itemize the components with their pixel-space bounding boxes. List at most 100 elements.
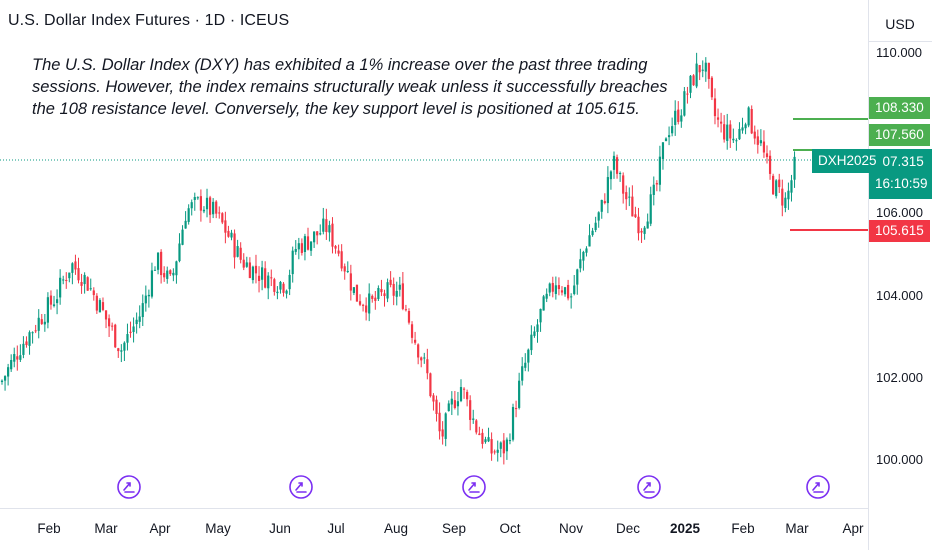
- currency-button[interactable]: USD: [868, 7, 932, 42]
- x-tick-label: Mar: [94, 521, 118, 536]
- candle-body: [184, 220, 187, 229]
- candle-body: [383, 293, 386, 297]
- candle-body: [481, 432, 484, 444]
- resistance-price-tag: 107.560: [869, 124, 930, 146]
- candle-body: [343, 266, 346, 272]
- candle-body: [459, 387, 463, 402]
- candle-body: [285, 290, 288, 294]
- candle-body: [328, 225, 331, 233]
- candle-body: [190, 202, 193, 209]
- candle-body: [322, 218, 325, 232]
- candle-body: [646, 221, 649, 229]
- candle-body: [43, 321, 46, 325]
- candle-body: [34, 330, 37, 332]
- candle-body: [374, 297, 377, 301]
- candle-body: [527, 349, 530, 363]
- candle-body: [521, 366, 524, 381]
- candle-body: [493, 451, 496, 453]
- candle-body: [502, 440, 505, 454]
- candle-body: [417, 344, 420, 358]
- candle-body: [609, 171, 613, 180]
- candle-body: [239, 247, 242, 260]
- candle-body: [334, 246, 337, 249]
- candle-body: [147, 294, 150, 297]
- candle-body: [689, 75, 692, 93]
- candle-body: [92, 290, 95, 296]
- candle-body: [692, 75, 695, 86]
- candle-body: [380, 289, 383, 293]
- candle-body: [441, 429, 444, 437]
- candle-body: [716, 117, 720, 120]
- candle-body: [438, 412, 441, 432]
- candle-body: [257, 275, 261, 282]
- candle-body: [649, 194, 652, 224]
- candle-body: [352, 287, 355, 293]
- candle-body: [466, 391, 469, 400]
- x-tick-label: Jul: [327, 521, 345, 536]
- candle-body: [358, 301, 362, 305]
- candle-body: [7, 367, 10, 377]
- candle-body: [661, 142, 665, 159]
- candle-body: [156, 252, 160, 270]
- candle-body: [89, 288, 92, 290]
- event-marker-glyph: [295, 482, 307, 493]
- candle-body: [129, 331, 132, 333]
- candle-body: [597, 212, 600, 221]
- y-tick-label: 104.000: [876, 288, 923, 303]
- candle-body: [319, 233, 322, 235]
- price-chart[interactable]: [0, 0, 868, 508]
- candle-body: [759, 140, 762, 144]
- candle-body: [472, 418, 475, 420]
- candle-body: [576, 269, 579, 285]
- candle-body: [59, 277, 62, 298]
- chart-area[interactable]: [0, 0, 868, 508]
- candle-body: [683, 91, 686, 116]
- candle-body: [567, 284, 570, 299]
- price-axis[interactable]: [868, 0, 932, 550]
- candle-body: [270, 277, 273, 279]
- candle-body: [273, 279, 276, 292]
- candle-body: [508, 440, 512, 442]
- candle-body: [279, 281, 282, 290]
- candle-body: [414, 339, 417, 343]
- candle-body: [49, 295, 53, 305]
- candle-body: [637, 216, 640, 234]
- candle-body: [674, 110, 677, 125]
- candle-body: [340, 251, 343, 269]
- candle-body: [720, 121, 723, 124]
- candle-body: [19, 355, 22, 360]
- x-tick-label: Sep: [441, 521, 467, 536]
- candle-body: [524, 362, 527, 368]
- candle-body: [698, 65, 701, 73]
- candle-body: [652, 184, 655, 195]
- candle-body: [135, 319, 138, 325]
- candle-body: [365, 305, 368, 313]
- candle-body: [542, 296, 545, 311]
- candle-body: [193, 197, 196, 200]
- candle-body: [264, 268, 267, 288]
- candle-body: [221, 213, 224, 223]
- candle-body: [723, 124, 726, 140]
- candle-body: [530, 334, 533, 351]
- candle-body: [625, 192, 628, 200]
- candle-body: [205, 197, 209, 210]
- candle-body: [686, 93, 689, 95]
- candle-body: [261, 267, 264, 280]
- candle-body: [120, 350, 123, 352]
- candle-body: [52, 304, 56, 306]
- candle-body: [505, 439, 508, 452]
- candle-body: [539, 308, 542, 323]
- candle-body: [664, 138, 668, 142]
- candle-body: [68, 272, 71, 279]
- time-axis[interactable]: [0, 508, 868, 551]
- candle-body: [536, 324, 539, 332]
- candle-body: [401, 283, 404, 309]
- candle-body: [560, 290, 564, 293]
- candle-body: [582, 251, 585, 261]
- candle-body: [469, 400, 472, 420]
- candle-body: [551, 282, 554, 292]
- candle-body: [420, 357, 423, 361]
- candle-body: [423, 357, 426, 359]
- candle-body: [114, 324, 117, 348]
- candle-body: [306, 236, 310, 250]
